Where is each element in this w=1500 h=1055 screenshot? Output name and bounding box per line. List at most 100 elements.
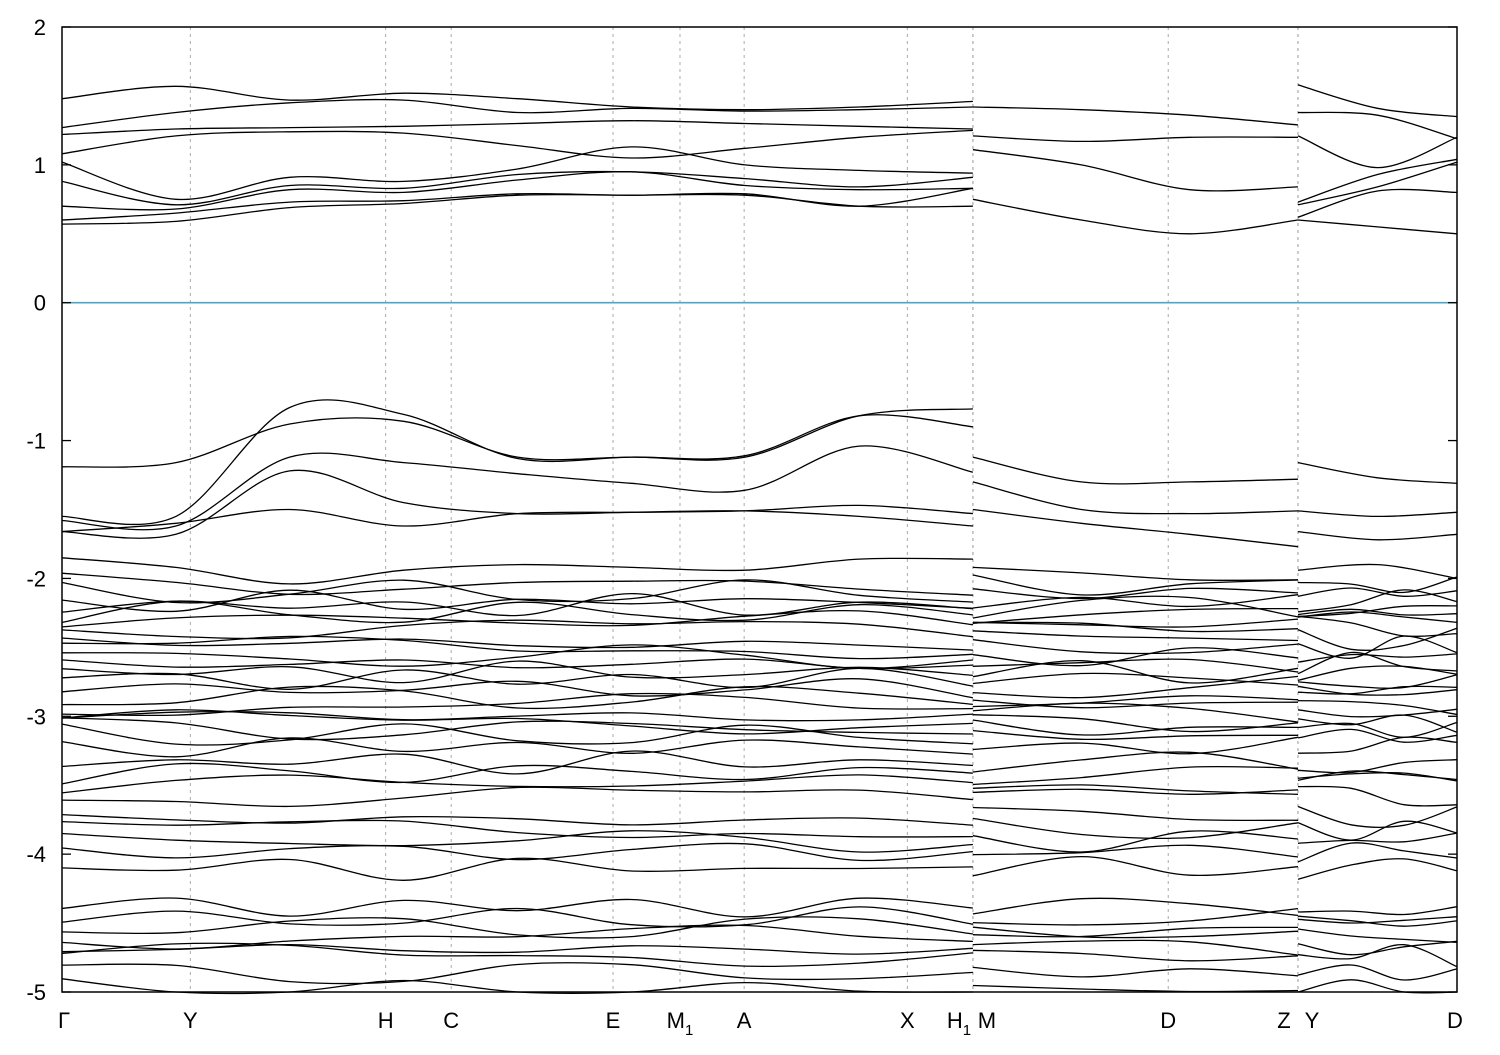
- band-line-seg1-d15: [972, 695, 1299, 708]
- band-line-seg1-d9: [972, 647, 1299, 667]
- x-tick-label-8: H1: [947, 1008, 971, 1039]
- band-line-seg2-1: [1297, 111, 1458, 140]
- band-line-seg0-d10: [61, 658, 973, 670]
- band-line-seg0-d16: [61, 711, 973, 722]
- x-tick-label-2: H: [378, 1008, 394, 1033]
- band-line-seg2-7: [1297, 461, 1458, 484]
- band-line-seg1-d24: [972, 788, 1299, 795]
- band-line-seg0-8: [61, 193, 973, 225]
- band-line-seg1-d10: [972, 658, 1299, 673]
- x-tick-label-0: Γ: [58, 1008, 70, 1033]
- band-line-seg0-d7: [61, 637, 973, 651]
- band-line-seg2-d32: [1297, 916, 1458, 924]
- band-line-seg2-d18: [1297, 721, 1458, 738]
- band-line-seg0-d3: [61, 592, 973, 617]
- band-line-seg0-d17: [61, 709, 973, 735]
- band-line-seg1-d36: [972, 966, 1299, 978]
- band-line-seg2-d5: [1297, 608, 1458, 616]
- band-line-seg0-0: [61, 85, 973, 111]
- band-line-seg1-d13: [972, 675, 1299, 699]
- band-line-seg2-d6: [1297, 615, 1458, 637]
- band-line-seg1-d6: [972, 618, 1299, 628]
- band-line-seg1-d31: [972, 907, 1299, 926]
- band-line-seg2-d34: [1297, 940, 1458, 956]
- band-layer: [61, 84, 1458, 995]
- y-tick-label-3: -1: [26, 429, 46, 454]
- band-line-seg1-d25: [972, 806, 1299, 822]
- band-line-seg1-d5: [972, 621, 1299, 633]
- y-tick-label-6: -4: [26, 842, 46, 867]
- band-line-seg0-d14: [61, 685, 973, 710]
- band-line-seg1-d32: [972, 926, 1299, 939]
- band-line-seg2-8: [1297, 510, 1458, 518]
- band-line-seg0-d13: [61, 678, 974, 699]
- x-tick-label-3: C: [443, 1008, 459, 1033]
- band-line-seg1-4: [972, 456, 1299, 485]
- band-line-seg1-d17: [972, 714, 1299, 733]
- band-line-seg2-d27: [1297, 832, 1458, 844]
- grid-layer: [189, 27, 1299, 992]
- band-line-seg0-d24: [61, 786, 973, 808]
- band-line-seg2-d30: [1297, 906, 1458, 916]
- band-line-seg1-d14: [972, 699, 1299, 709]
- band-line-seg0-4: [61, 146, 973, 201]
- band-line-seg1-d37: [972, 984, 1299, 993]
- x-tick-label-7: X: [900, 1008, 915, 1033]
- band-line-seg2-d4: [1297, 611, 1458, 624]
- band-line-seg0-d20: [61, 737, 973, 758]
- band-line-seg2-d37: [1297, 979, 1458, 994]
- band-line-seg2-6: [1297, 219, 1458, 235]
- band-line-seg2-d8: [1297, 635, 1458, 659]
- y-tick-label-1: 1: [34, 153, 46, 178]
- band-line-seg1-6: [972, 508, 1299, 548]
- band-line-seg0-d35: [61, 942, 973, 968]
- band-line-seg2-d16: [1297, 708, 1458, 718]
- band-line-seg2-d35: [1297, 944, 1458, 968]
- band-line-seg1-3: [972, 198, 1299, 235]
- band-line-seg0-d9: [61, 644, 973, 670]
- band-line-seg0-d0: [61, 572, 973, 596]
- band-line-seg0-d34: [61, 943, 973, 955]
- band-line-seg1-d3: [972, 595, 1299, 619]
- band-line-seg1-d21: [972, 751, 1299, 773]
- plot-frame: [61, 26, 1458, 993]
- band-line-seg1-d20: [972, 736, 1299, 755]
- y-tick-label-7: -5: [26, 980, 46, 1005]
- band-line-seg0-2: [61, 120, 973, 136]
- band-line-seg2-d2: [1297, 589, 1458, 613]
- x-axis: Γ Y H C E M1 A X H1 M D Z Y D: [58, 1008, 1463, 1039]
- band-line-seg2-d28: [1297, 842, 1458, 863]
- x-tick-label-4: E: [606, 1008, 621, 1033]
- band-line-seg0-9: [61, 408, 973, 468]
- y-axis: 2 1 0 -1 -2 -3 -4 -5: [26, 15, 1457, 1005]
- band-line-seg2-d1: [1297, 587, 1458, 597]
- band-line-seg0-d19: [61, 723, 973, 746]
- band-line-seg2-d24: [1297, 785, 1458, 807]
- band-line-seg1-d30: [972, 897, 1299, 917]
- band-line-seg0-10: [61, 399, 973, 526]
- band-line-seg2-4: [1297, 161, 1458, 206]
- x-tick-label-9: M: [978, 1008, 996, 1033]
- band-line-seg2-d17: [1297, 714, 1458, 733]
- band-line-seg2-d3: [1297, 605, 1458, 618]
- band-line-seg0-6: [61, 171, 973, 211]
- band-line-seg0-d11: [61, 660, 973, 684]
- x-tick-label-10: D: [1160, 1008, 1176, 1033]
- band-line-seg0-d2: [61, 589, 973, 613]
- band-line-seg1-d16: [972, 702, 1299, 723]
- band-line-seg2-d33: [1297, 928, 1458, 944]
- y-tick-label-0: 2: [34, 15, 46, 40]
- band-line-seg1-d1: [972, 587, 1299, 600]
- band-line-seg0-d23: [61, 774, 973, 794]
- band-line-seg1-d19: [972, 729, 1299, 741]
- x-tick-label-12: Y: [1305, 1008, 1320, 1033]
- band-line-seg1-2: [972, 149, 1299, 192]
- band-line-seg2-d13: [1297, 685, 1458, 696]
- band-line-seg2-d20: [1297, 736, 1458, 754]
- band-line-seg0-d12: [61, 667, 973, 690]
- band-line-seg1-d0: [972, 574, 1299, 596]
- band-line-seg0-d25: [61, 813, 973, 826]
- band-line-seg0-d8: [61, 635, 973, 660]
- band-line-seg2-2: [1297, 135, 1458, 169]
